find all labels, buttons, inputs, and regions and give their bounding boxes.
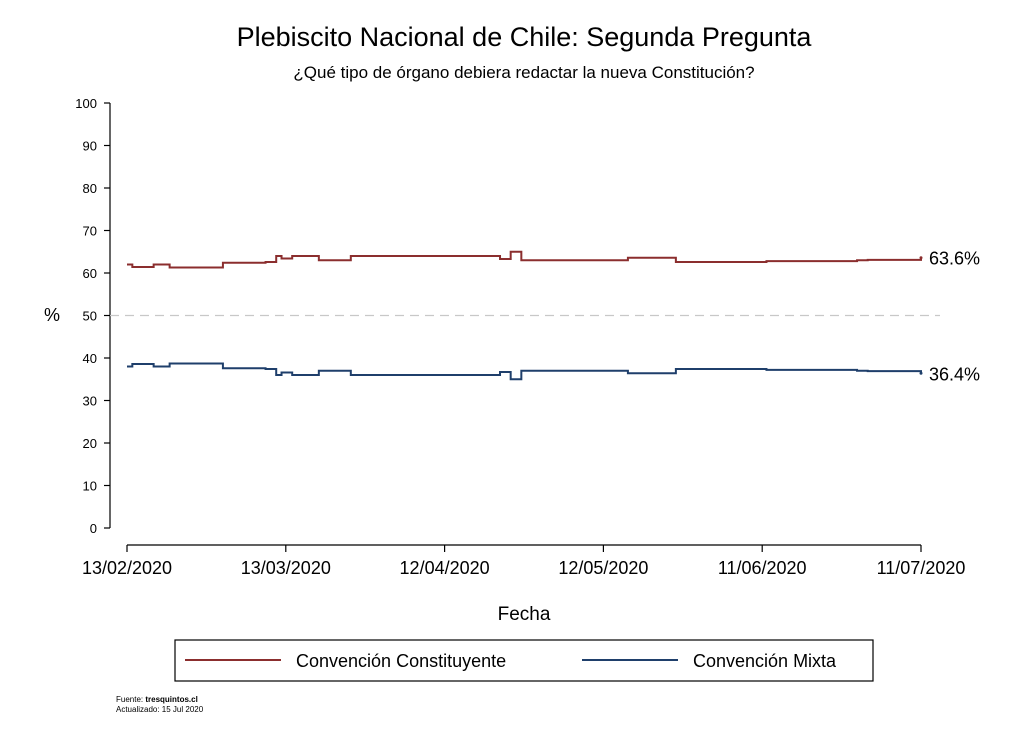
series-group xyxy=(127,250,923,381)
x-tick-label: 12/05/2020 xyxy=(558,558,648,578)
source-note: Fuente: tresquintos.cl Actualizado: 15 J… xyxy=(116,695,204,714)
y-tick-label: 70 xyxy=(83,224,97,239)
legend-box xyxy=(174,639,874,682)
updated-text: Actualizado: 15 Jul 2020 xyxy=(116,705,204,714)
y-tick-label: 50 xyxy=(83,309,97,324)
source-prefix: Fuente: xyxy=(116,695,145,704)
legend-label-convencion-constituyente: Convención Constituyente xyxy=(296,651,506,671)
end-label-convencion-constituyente: 63.6% xyxy=(929,249,980,269)
end-labels: 63.6% 36.4% xyxy=(929,249,980,385)
y-tick-label: 90 xyxy=(83,139,97,154)
y-axis-title: % xyxy=(44,305,60,325)
legend-label-convencion-mixta: Convención Mixta xyxy=(693,651,837,671)
legend: Convención Constituyente Convención Mixt… xyxy=(174,639,874,682)
y-tick-label: 10 xyxy=(83,479,97,494)
y-tick-label: 100 xyxy=(75,96,97,111)
y-tick-label: 80 xyxy=(83,181,97,196)
y-tick-label: 30 xyxy=(83,394,97,409)
source-text: Fuente: tresquintos.cl xyxy=(116,695,198,704)
y-tick-label: 0 xyxy=(90,521,97,536)
x-tick-label: 13/02/2020 xyxy=(82,558,172,578)
end-label-convencion-mixta: 36.4% xyxy=(929,364,980,384)
x-axis: 13/02/2020 13/03/2020 12/04/2020 12/05/2020… xyxy=(82,544,966,578)
series-line-convencion-constituyente xyxy=(127,250,922,269)
y-tick-label: 60 xyxy=(83,266,97,281)
title-group: Plebiscito Nacional de Chile: Segunda Pr… xyxy=(237,22,813,82)
x-tick-label: 13/03/2020 xyxy=(241,558,331,578)
series-line-convencion-mixta xyxy=(127,362,922,381)
series-endpoint-convencion-constituyente xyxy=(919,256,923,260)
chart-subtitle: ¿Qué tipo de órgano debiera redactar la … xyxy=(293,63,754,82)
x-tick-label: 11/07/2020 xyxy=(877,558,966,578)
source-name: tresquintos.cl xyxy=(145,695,197,704)
y-tick-label: 40 xyxy=(83,351,97,366)
x-tick-label: 12/04/2020 xyxy=(400,558,490,578)
y-tick-label: 20 xyxy=(83,436,97,451)
x-axis-title: Fecha xyxy=(498,604,551,625)
y-axis: 0 10 20 30 40 50 60 70 80 90 100 xyxy=(75,96,111,536)
x-tick-label: 11/06/2020 xyxy=(718,558,807,578)
series-endpoint-convencion-mixta xyxy=(919,371,923,375)
chart-title: Plebiscito Nacional de Chile: Segunda Pr… xyxy=(237,22,813,52)
